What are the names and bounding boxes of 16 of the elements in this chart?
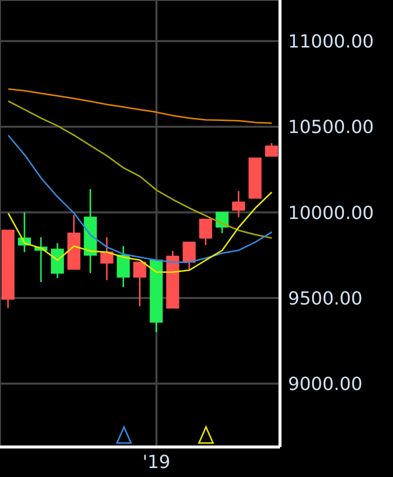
y-tick-label: 10500.00: [288, 117, 374, 138]
candlestick: [100, 236, 114, 281]
candlestick: [50, 242, 64, 279]
y-tick-label: 10000.00: [288, 202, 374, 224]
candlestick: [199, 218, 212, 246]
candlestick: [265, 142, 278, 157]
y-tick-label: 11000.00: [288, 31, 374, 52]
y-tick-label: 9000.00: [288, 374, 362, 396]
x-tick-label: '19: [142, 452, 170, 473]
y-tick-label: 9500.00: [288, 288, 362, 310]
candlestick: [133, 261, 146, 307]
candlestick: [116, 245, 130, 288]
line-series: [7, 100, 273, 239]
line-series: [7, 88, 273, 124]
candlestick: [182, 241, 196, 270]
candlestick: [232, 190, 246, 218]
